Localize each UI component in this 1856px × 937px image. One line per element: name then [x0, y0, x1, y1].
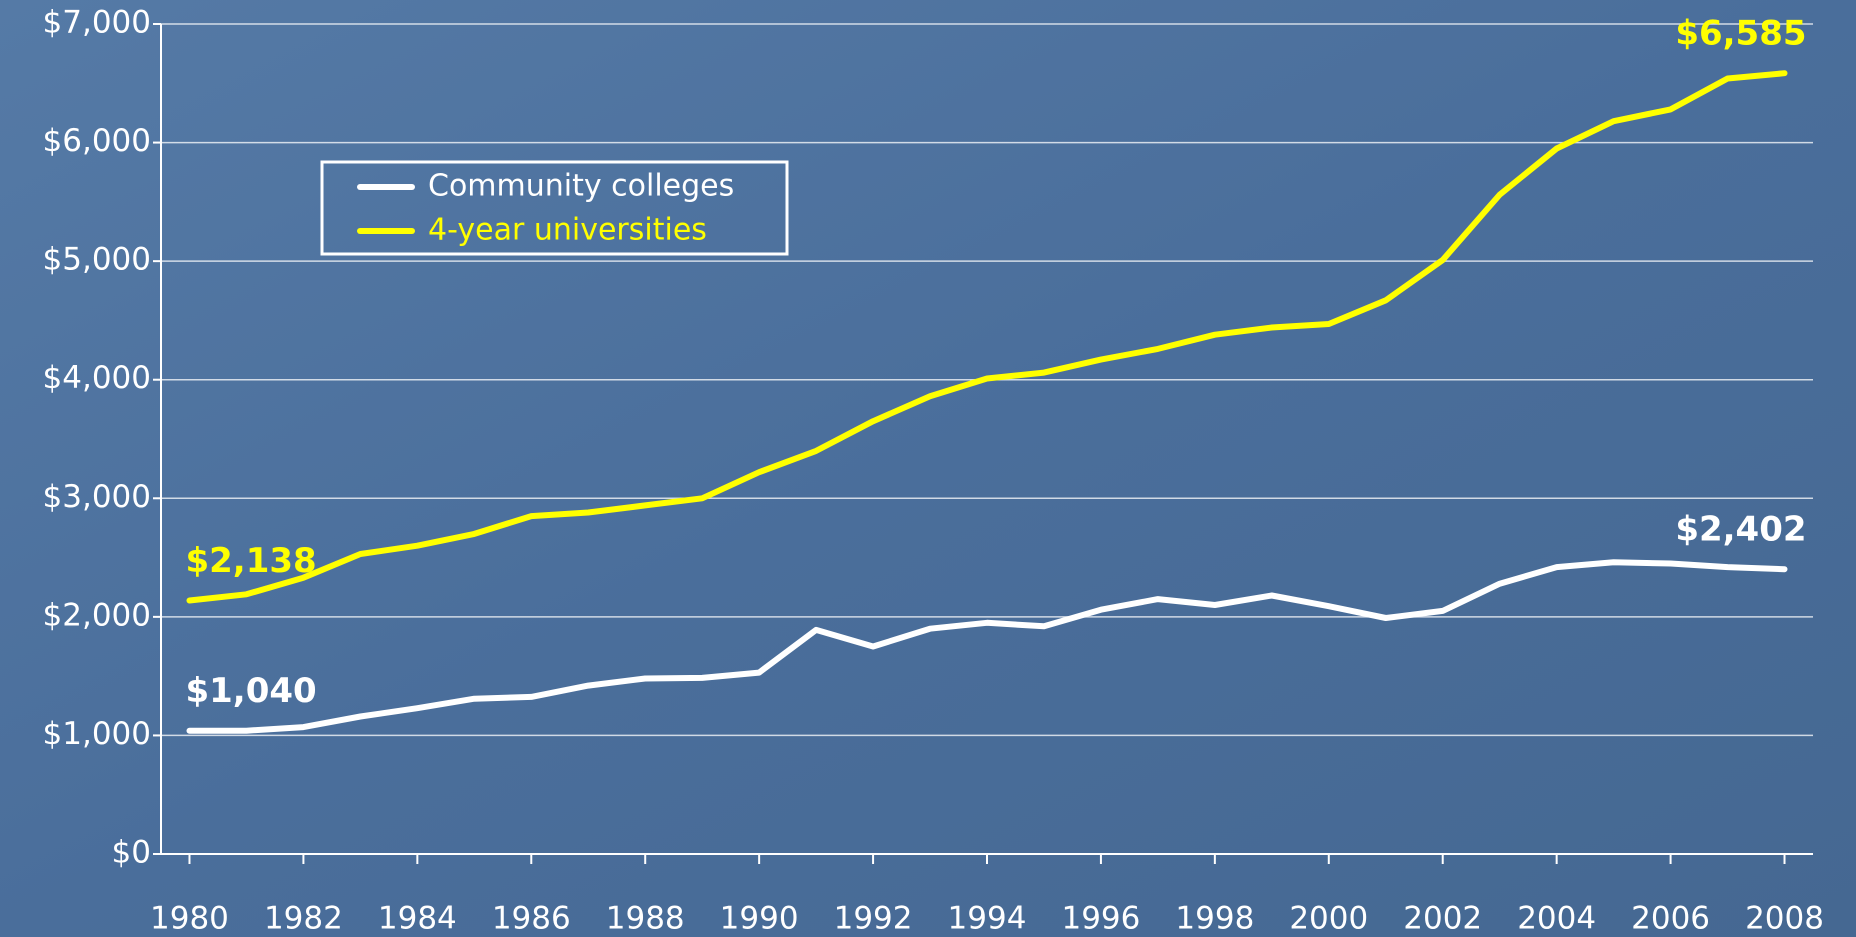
x-tick-label: 2000 — [1289, 901, 1368, 937]
x-tick-label: 1980 — [150, 901, 229, 937]
x-tick-label: 1984 — [378, 901, 457, 937]
x-tick-label: 1992 — [834, 901, 913, 937]
x-tick-label: 1990 — [720, 901, 799, 937]
y-tick-label: $0 — [112, 835, 151, 871]
value-label: $1,040 — [185, 671, 316, 711]
x-tick-label: 1988 — [606, 901, 685, 937]
series-line — [186, 559, 1788, 734]
value-label: $2,402 — [1675, 510, 1806, 550]
y-tick-label: $2,000 — [43, 597, 151, 633]
x-tick-label: 2008 — [1745, 901, 1824, 937]
x-tick-label: 1994 — [948, 901, 1027, 937]
y-tick-label: $7,000 — [43, 5, 151, 41]
legend-box — [320, 160, 789, 256]
legend-label: 4-year universities — [428, 213, 707, 248]
value-label: $6,585 — [1675, 14, 1806, 54]
x-tick-label: 2006 — [1631, 901, 1710, 937]
value-label: $2,138 — [185, 541, 316, 581]
y-tick-label: $3,000 — [43, 479, 151, 515]
y-tick-label: $1,000 — [43, 716, 151, 752]
y-tick-label: $5,000 — [43, 242, 151, 278]
x-tick-label: 1986 — [492, 901, 571, 937]
legend-label: Community colleges — [428, 169, 734, 204]
x-tick-label: 2004 — [1517, 901, 1596, 937]
series-line — [186, 70, 1788, 604]
x-tick-label: 1998 — [1175, 901, 1254, 937]
x-tick-label: 1996 — [1061, 901, 1140, 937]
y-tick-label: $6,000 — [43, 123, 151, 159]
x-tick-label: 1982 — [264, 901, 343, 937]
x-tick-label: 2002 — [1403, 901, 1482, 937]
y-tick-label: $4,000 — [43, 360, 151, 396]
